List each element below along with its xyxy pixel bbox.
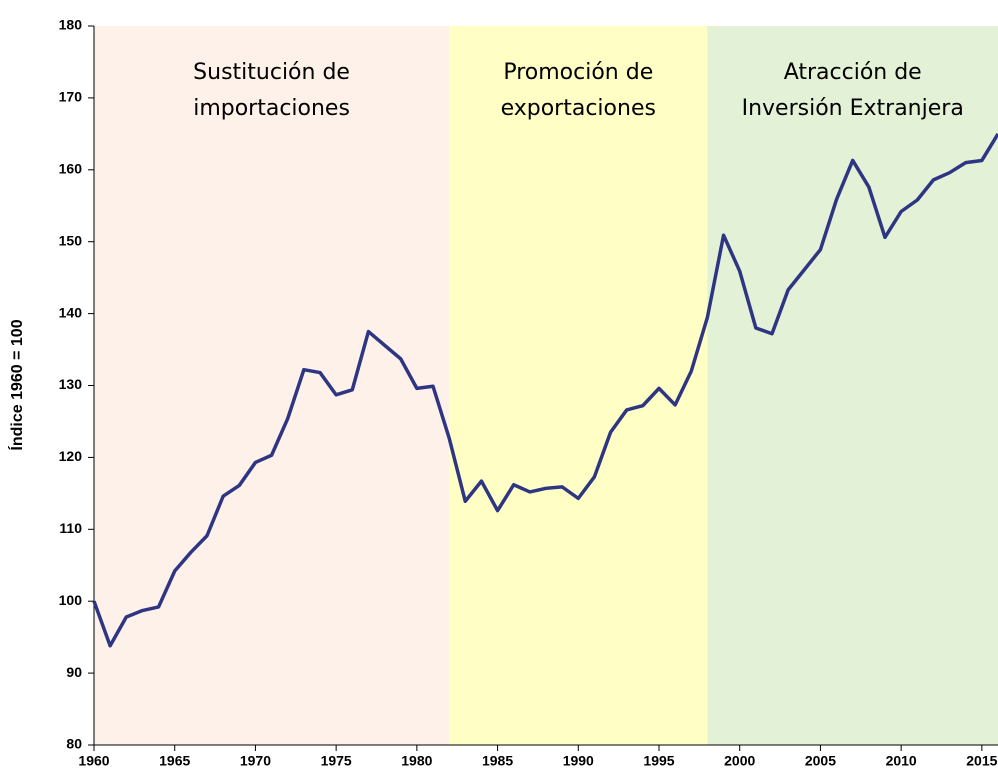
period-label: Promoción de — [503, 60, 653, 85]
period-label: Inversión Extranjera — [742, 96, 964, 121]
x-tick-label: 1990 — [563, 753, 594, 769]
y-tick-label: 170 — [59, 89, 83, 105]
x-tick-label: 2000 — [724, 753, 755, 769]
y-tick-label: 160 — [59, 161, 83, 177]
x-tick-label: 1995 — [643, 753, 674, 769]
period-band — [707, 26, 998, 745]
y-tick-label: 180 — [59, 17, 83, 33]
period-label: importaciones — [193, 96, 350, 121]
x-tick-label: 1975 — [321, 753, 352, 769]
y-tick-label: 90 — [66, 664, 82, 680]
series-line — [92, 132, 998, 648]
x-tick-label: 1965 — [159, 753, 190, 769]
y-tick-label: 130 — [59, 376, 83, 392]
x-tick-label: 1980 — [401, 753, 432, 769]
y-tick-label: 110 — [59, 520, 82, 536]
x-tick-label: 1960 — [78, 753, 109, 769]
x-tick-label: 1970 — [240, 753, 271, 769]
period-band — [449, 26, 708, 745]
period-label: exportaciones — [501, 96, 656, 121]
x-tick-label: 2005 — [805, 753, 836, 769]
x-tick-label: 2010 — [886, 753, 917, 769]
y-axis-label: Índice 1960 = 100 — [7, 319, 26, 450]
x-tick-label: 2015 — [966, 753, 997, 769]
y-tick-label: 100 — [59, 592, 83, 608]
period-band — [94, 26, 450, 745]
y-tick-label: 80 — [66, 736, 82, 752]
y-tick-label: 140 — [59, 304, 83, 320]
period-label: Sustitución de — [193, 60, 350, 85]
period-label: Atracción de — [784, 60, 922, 85]
y-tick-label: 120 — [59, 448, 83, 464]
x-tick-label: 1985 — [482, 753, 513, 769]
y-tick-label: 150 — [59, 232, 83, 248]
